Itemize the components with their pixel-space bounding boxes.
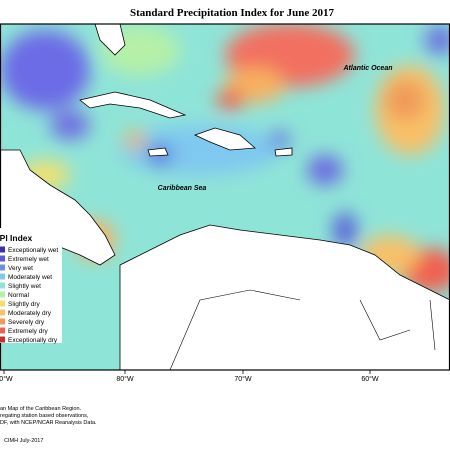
legend-swatch <box>0 327 5 334</box>
legend-swatch <box>0 264 5 271</box>
legend-label: Extremely dry <box>8 328 48 335</box>
cuba <box>79 91 187 119</box>
footnote: an Map of the Caribbean Region. regating… <box>0 406 97 444</box>
legend-swatch <box>0 255 5 262</box>
longitude-axis: 90°W 80°W 70°W 60°W <box>0 370 379 383</box>
jamaica <box>147 147 169 157</box>
legend-swatch <box>0 300 5 307</box>
borders <box>169 289 436 370</box>
legend: SPI Index Exceptionally wet Extremely wet… <box>0 228 62 344</box>
legend-swatch <box>0 318 5 325</box>
legend-label: Normal <box>8 292 30 299</box>
note-line: regating station based observations, <box>0 413 89 419</box>
legend-label: Severely dry <box>8 319 45 326</box>
legend-label: Very wet <box>8 265 33 272</box>
ocean-label: Atlantic Ocean <box>342 65 392 72</box>
puerto-rico <box>274 147 293 157</box>
legend-label: Extremely wet <box>8 256 49 263</box>
south-america <box>119 224 450 370</box>
legend-swatch <box>0 336 5 343</box>
lon-label: 80°W <box>116 375 134 383</box>
legend-swatch <box>0 282 5 289</box>
note-line: DF, with NCEP/NCAR Reanalysis Data. <box>0 420 97 426</box>
legend-swatch <box>0 246 5 253</box>
legend-swatch <box>0 273 5 280</box>
legend-box <box>0 228 62 343</box>
florida <box>94 24 126 56</box>
note-credit: CIMH July-2017 <box>4 438 43 444</box>
lon-label: 70°W <box>234 375 252 383</box>
sea-label: Caribbean Sea <box>158 185 207 192</box>
legend-label: Slightly dry <box>8 301 41 308</box>
legend-label: Slightly wet <box>8 283 41 290</box>
legend-swatch <box>0 291 5 298</box>
legend-title: SPI Index <box>0 233 33 243</box>
legend-label: Exceptionally wet <box>8 247 58 254</box>
note-line: an Map of the Caribbean Region. <box>0 406 81 412</box>
lon-label: 60°W <box>361 375 379 383</box>
map-title: Standard Precipitation Index for June 20… <box>130 7 335 19</box>
field-blobs <box>0 24 450 355</box>
legend-label: Moderately dry <box>8 310 52 317</box>
hispaniola <box>193 127 256 151</box>
legend-label: Exceptionally dry <box>8 337 58 344</box>
legend-swatch <box>0 309 5 316</box>
spi-field <box>0 24 450 370</box>
lon-label: 90°W <box>0 375 13 383</box>
legend-label: Moderately wet <box>8 274 52 281</box>
land <box>0 24 450 370</box>
